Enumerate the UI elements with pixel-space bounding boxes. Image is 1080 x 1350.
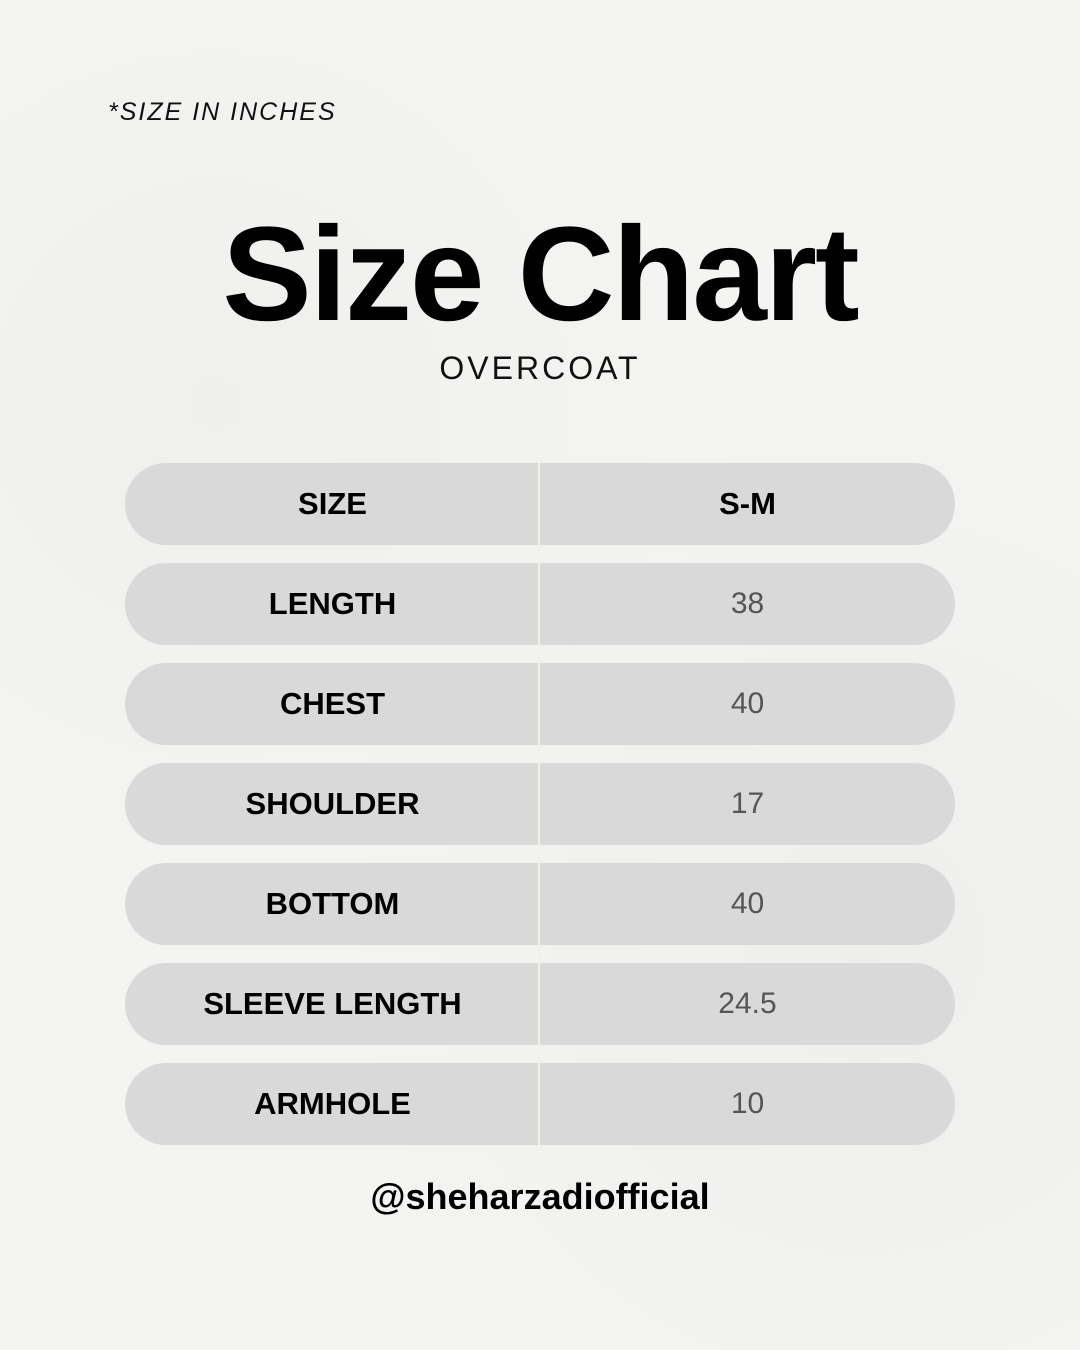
product-subtitle: OVERCOAT	[439, 350, 641, 386]
row-label: BOTTOM	[265, 886, 400, 921]
row-value: 24.5	[718, 987, 777, 1020]
size-unit-note: *SIZE IN INCHES	[108, 98, 337, 126]
table-row: SLEEVE LENGTH 24.5	[125, 963, 955, 1045]
table-row: BOTTOM 40	[125, 863, 955, 945]
row-value: 17	[730, 787, 765, 820]
row-value: 38	[730, 587, 765, 620]
row-value: 40	[730, 687, 765, 720]
table-row: SHOULDER 17	[125, 763, 955, 845]
header-label: SIZE	[298, 486, 367, 521]
row-label: ARMHOLE	[254, 1086, 411, 1121]
table-row: ARMHOLE 10	[125, 1063, 955, 1145]
size-table: SIZE S-M LENGTH 38 CHEST 40 SHOULDER 17 …	[125, 463, 955, 1163]
row-value: 40	[730, 887, 765, 920]
row-label: SHOULDER	[245, 786, 420, 821]
page-title: Size Chart	[222, 200, 859, 349]
table-header-row: SIZE S-M	[125, 463, 955, 545]
row-label: SLEEVE LENGTH	[203, 986, 462, 1021]
row-label: CHEST	[279, 686, 386, 721]
row-label: LENGTH	[268, 586, 397, 621]
social-handle: @sheharzadiofficial	[370, 1176, 710, 1217]
column-divider	[538, 463, 540, 1145]
row-value: 10	[730, 1087, 765, 1120]
table-row: LENGTH 38	[125, 563, 955, 645]
table-row: CHEST 40	[125, 663, 955, 745]
header-value: S-M	[719, 486, 776, 521]
